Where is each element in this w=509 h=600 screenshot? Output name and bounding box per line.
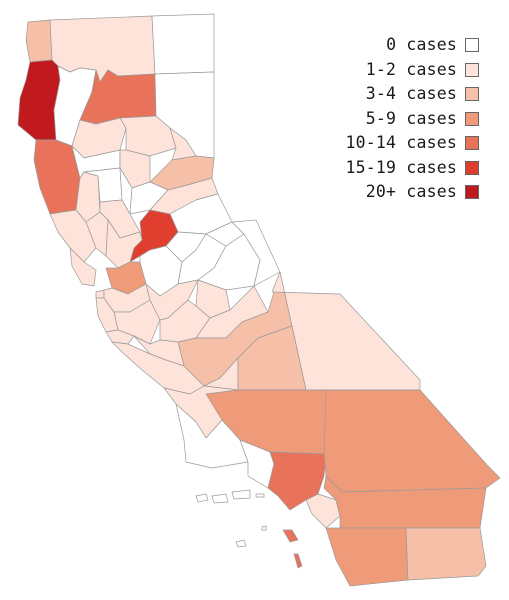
county-san-diego[interactable] bbox=[325, 527, 409, 587]
island-san-nicolas bbox=[235, 539, 247, 548]
island-anacapa bbox=[255, 493, 265, 498]
legend-label: 3-4 cases bbox=[365, 84, 457, 103]
legend-swatch bbox=[465, 136, 479, 150]
legend-item: 20+ cases bbox=[318, 182, 486, 207]
legend-label: 15-19 cases bbox=[345, 157, 457, 177]
county-tulare[interactable] bbox=[237, 325, 307, 391]
county-modoc[interactable] bbox=[151, 13, 215, 75]
county-santa-cruz[interactable] bbox=[105, 329, 135, 345]
island-san-miguel bbox=[195, 493, 209, 503]
legend-swatch bbox=[465, 62, 479, 77]
legend-swatch bbox=[465, 111, 479, 126]
counties-layer bbox=[17, 13, 501, 587]
legend-item: 3-4 cases bbox=[318, 84, 486, 109]
island-santa-cruz bbox=[231, 489, 251, 500]
county-del-norte[interactable] bbox=[25, 19, 53, 63]
legend-item: 1-2 cases bbox=[318, 60, 486, 85]
legend: 0 cases 1-2 cases 3-4 cases 5-9 cases 10… bbox=[318, 35, 486, 207]
county-humboldt[interactable] bbox=[17, 59, 61, 141]
legend-swatch bbox=[465, 87, 479, 101]
channel-islands bbox=[195, 489, 303, 569]
county-marin[interactable] bbox=[69, 247, 97, 287]
island-san-clemente bbox=[293, 553, 303, 569]
island-santa-catalina bbox=[282, 529, 299, 543]
county-san-bernardino[interactable] bbox=[323, 389, 501, 493]
island-santa-barbara bbox=[261, 525, 267, 531]
legend-item: 10-14 cases bbox=[318, 133, 486, 158]
county-plumas[interactable] bbox=[119, 115, 177, 157]
legend-swatch bbox=[465, 38, 479, 52]
legend-label: 5-9 cases bbox=[365, 108, 457, 128]
legend-label: 0 cases bbox=[386, 35, 457, 54]
legend-swatch bbox=[465, 160, 479, 175]
legend-label: 1-2 cases bbox=[365, 59, 457, 79]
legend-label: 10-14 cases bbox=[345, 133, 457, 152]
county-san-francisco[interactable] bbox=[95, 289, 105, 299]
county-imperial[interactable] bbox=[405, 527, 487, 581]
island-santa-rosa bbox=[211, 493, 229, 504]
legend-item: 0 cases bbox=[318, 35, 486, 60]
legend-label: 20+ cases bbox=[365, 182, 457, 201]
legend-item: 5-9 cases bbox=[318, 109, 486, 134]
legend-item: 15-19 cases bbox=[318, 158, 486, 183]
legend-swatch bbox=[465, 185, 479, 199]
county-sonoma[interactable] bbox=[49, 209, 97, 263]
